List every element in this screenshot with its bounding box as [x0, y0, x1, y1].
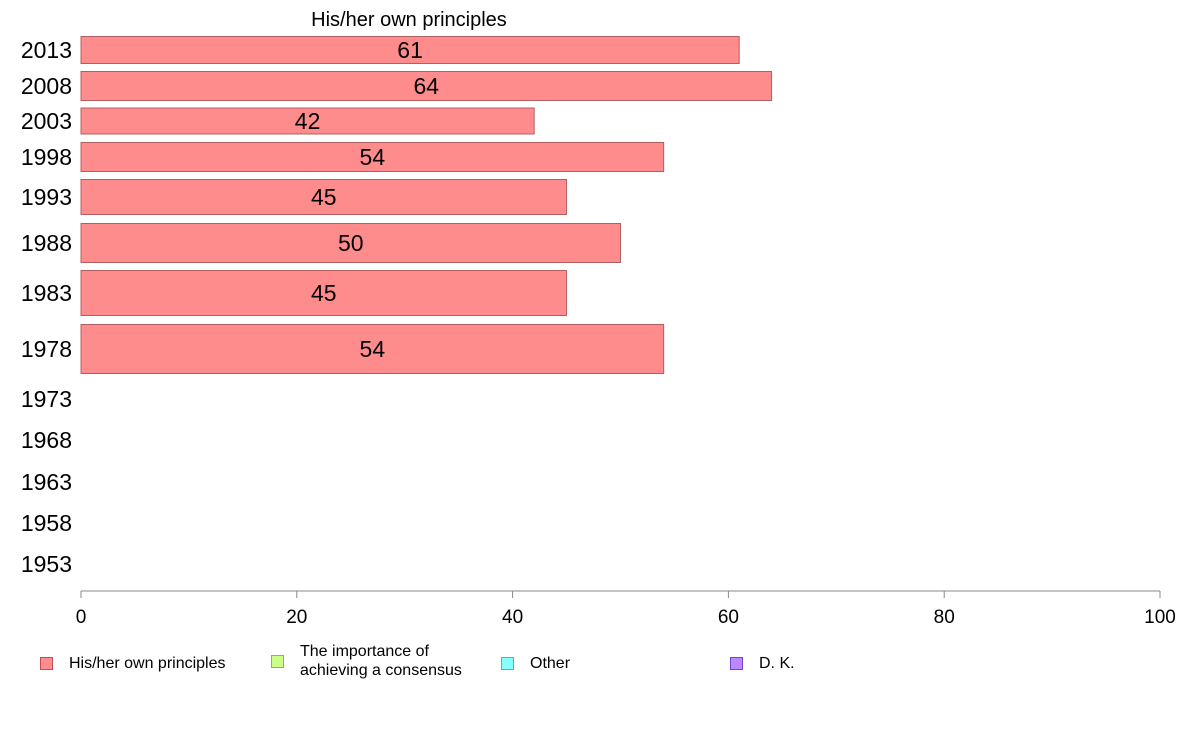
y-tick-label: 1998 [21, 144, 72, 170]
bar-value-label: 50 [338, 230, 364, 256]
bar [80, 142, 665, 172]
y-tick-label: 1983 [21, 280, 72, 306]
x-tick-label: 100 [1144, 607, 1176, 628]
bar [80, 270, 568, 316]
legend-label: The importance of achieving a consensus [300, 643, 462, 679]
y-tick-label: 1968 [21, 427, 72, 453]
y-tick-label: 1963 [21, 469, 72, 495]
bar-value-label: 45 [311, 280, 337, 306]
legend: His/her own principles The importance of… [0, 640, 1188, 690]
bar-value-label: 54 [360, 144, 386, 170]
bar-value-label: 64 [413, 73, 439, 99]
x-tick-label: 60 [718, 607, 739, 628]
y-tick-label: 2008 [21, 73, 72, 99]
bar-value-label: 42 [295, 108, 321, 134]
x-tick-label: 40 [502, 607, 523, 628]
legend-item-other: Other [501, 654, 570, 673]
y-tick-label: 1993 [21, 184, 72, 210]
y-axis-tick-labels: 2013 2008 2003 1998 1993 1988 1983 1978 1973 1968… [21, 37, 72, 577]
bar [80, 324, 665, 374]
x-axis-ticks: 0 20 40 60 80 100 [76, 591, 1176, 628]
legend-item-consensus: The importance of achieving a consensus [271, 642, 462, 680]
legend-label: D. K. [759, 655, 795, 672]
legend-swatch-dk [730, 657, 743, 670]
bar [80, 36, 740, 64]
legend-swatch-other [501, 657, 514, 670]
x-tick-label: 20 [286, 607, 307, 628]
y-tick-label: 1958 [21, 510, 72, 536]
legend-label: His/her own principles [69, 655, 226, 672]
legend-label: Other [530, 655, 571, 672]
bar [80, 71, 773, 101]
legend-swatch-consensus [271, 654, 284, 668]
legend-swatch-own-principles [40, 657, 53, 670]
legend-item-dk: D. K. [730, 654, 795, 673]
y-tick-label: 2003 [21, 108, 72, 134]
y-tick-label: 1953 [21, 551, 72, 577]
bar [80, 223, 621, 263]
bar [80, 179, 568, 215]
bar-value-label: 45 [311, 184, 337, 210]
chart-title: His/her own principles [311, 9, 507, 31]
bars-group [80, 36, 773, 374]
y-tick-label: 1988 [21, 230, 72, 256]
y-tick-label: 1973 [21, 386, 72, 412]
bar [80, 107, 535, 135]
legend-item-own-principles: His/her own principles [40, 654, 226, 673]
y-tick-label: 1978 [21, 336, 72, 362]
bar-value-label: 54 [360, 336, 386, 362]
bar-value-label: 61 [397, 37, 423, 63]
y-tick-label: 2013 [21, 37, 72, 63]
x-tick-label: 80 [934, 607, 955, 628]
x-tick-label: 0 [76, 607, 87, 628]
bar-chart: His/her own principles 6164425445504554 … [21, 9, 1176, 628]
